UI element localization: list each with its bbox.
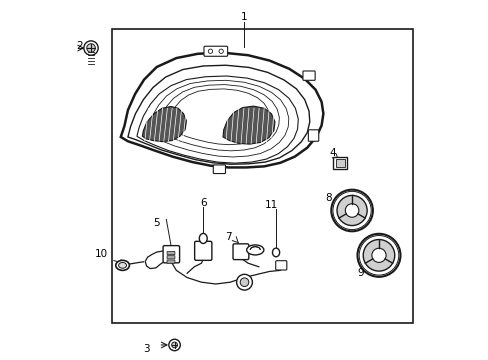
FancyBboxPatch shape <box>213 165 225 174</box>
Text: 4: 4 <box>328 148 335 158</box>
Circle shape <box>168 339 180 351</box>
Text: 6: 6 <box>200 198 206 208</box>
Text: 1: 1 <box>241 12 247 22</box>
FancyBboxPatch shape <box>167 256 175 259</box>
FancyBboxPatch shape <box>194 241 211 260</box>
Text: 8: 8 <box>325 193 332 203</box>
Text: 7: 7 <box>225 232 231 242</box>
Circle shape <box>86 44 95 52</box>
Text: 9: 9 <box>357 268 364 278</box>
Circle shape <box>330 190 372 231</box>
Polygon shape <box>121 53 323 167</box>
Circle shape <box>171 342 177 348</box>
Bar <box>112 30 412 323</box>
Text: 2: 2 <box>76 41 82 50</box>
FancyBboxPatch shape <box>167 251 175 255</box>
Circle shape <box>83 41 98 55</box>
Text: 3: 3 <box>142 344 149 354</box>
FancyBboxPatch shape <box>275 261 286 270</box>
Circle shape <box>371 248 386 262</box>
Ellipse shape <box>199 233 207 243</box>
Text: 11: 11 <box>264 200 278 210</box>
Polygon shape <box>142 107 186 141</box>
FancyBboxPatch shape <box>333 157 346 169</box>
Circle shape <box>363 239 394 271</box>
FancyBboxPatch shape <box>203 46 227 56</box>
FancyBboxPatch shape <box>163 246 179 263</box>
Circle shape <box>208 49 212 53</box>
FancyBboxPatch shape <box>233 244 248 260</box>
Text: 10: 10 <box>95 248 108 258</box>
Text: 5: 5 <box>153 218 160 228</box>
Ellipse shape <box>119 262 126 268</box>
FancyBboxPatch shape <box>167 260 175 263</box>
Circle shape <box>236 274 252 290</box>
Circle shape <box>336 195 366 226</box>
Circle shape <box>357 234 400 277</box>
FancyBboxPatch shape <box>308 130 318 141</box>
Ellipse shape <box>272 248 279 257</box>
Circle shape <box>240 278 248 287</box>
Circle shape <box>345 204 358 217</box>
FancyBboxPatch shape <box>335 159 344 167</box>
Circle shape <box>219 49 223 53</box>
Ellipse shape <box>116 260 129 270</box>
Polygon shape <box>223 106 274 144</box>
Ellipse shape <box>246 245 264 255</box>
FancyBboxPatch shape <box>303 71 314 80</box>
